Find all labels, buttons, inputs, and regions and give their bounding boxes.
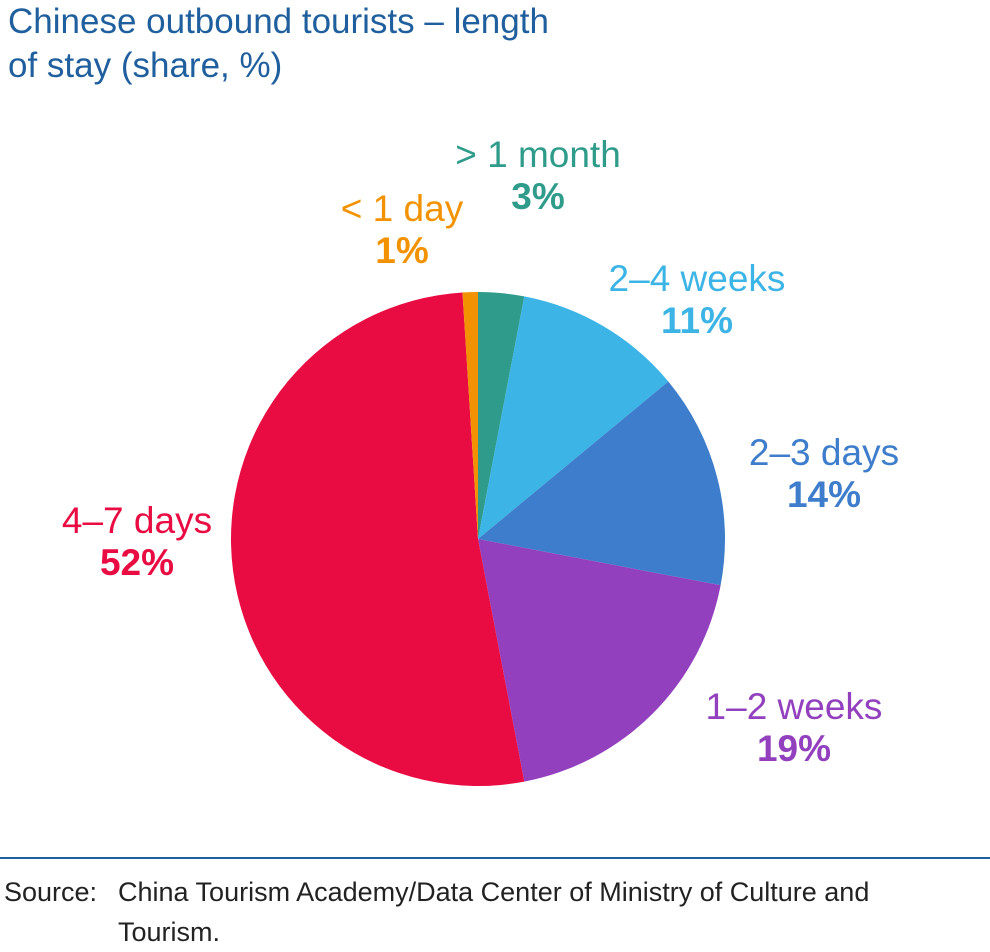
slice-value-label: 19% <box>757 728 831 769</box>
pie-labels: > 1 month 3% 2–4 weeks 11% 2–3 days 14% 1–2 we… <box>62 134 899 769</box>
footer-divider <box>0 857 990 859</box>
slice-value-label: 52% <box>100 542 174 583</box>
pie-slice-gt-1-month <box>478 292 525 539</box>
slice-label-lt-1-day: < 1 day 1% <box>341 188 464 271</box>
slice-category-label: > 1 month <box>455 134 621 175</box>
source-label: Source: <box>4 877 98 907</box>
slice-value-label: 11% <box>661 300 733 341</box>
chart-title: Chinese outbound tourists – length of st… <box>8 2 549 85</box>
slice-value-label: 14% <box>787 474 861 515</box>
pie-slice-1-2-weeks <box>478 539 721 782</box>
slice-category-label: 1–2 weeks <box>706 686 883 727</box>
pie-slices <box>231 292 726 786</box>
pie-chart: > 1 month 3% 2–4 weeks 11% 2–3 days 14% 1–2 we… <box>62 134 899 786</box>
slice-label-2-4-weeks: 2–4 weeks 11% <box>609 258 786 341</box>
slice-label-gt-1-month: > 1 month 3% <box>455 134 621 217</box>
slice-label-2-3-days: 2–3 days 14% <box>749 432 899 515</box>
slice-label-1-2-weeks: 1–2 weeks 19% <box>706 686 883 769</box>
pie-slice-4-7-days <box>231 292 525 786</box>
slice-value-label: 1% <box>375 230 428 271</box>
slice-label-4-7-days: 4–7 days 52% <box>62 500 212 583</box>
pie-slice-lt-1-day <box>462 292 478 539</box>
pie-slice-2-3-days <box>478 381 726 586</box>
source-text: China Tourism Academy/Data Center of Min… <box>118 877 870 947</box>
slice-category-label: < 1 day <box>341 188 464 229</box>
slice-value-label: 3% <box>511 176 564 217</box>
slice-category-label: 2–3 days <box>749 432 899 473</box>
slice-category-label: 2–4 weeks <box>609 258 786 299</box>
slice-category-label: 4–7 days <box>62 500 212 541</box>
pie-slice-2-4-weeks <box>478 296 669 539</box>
